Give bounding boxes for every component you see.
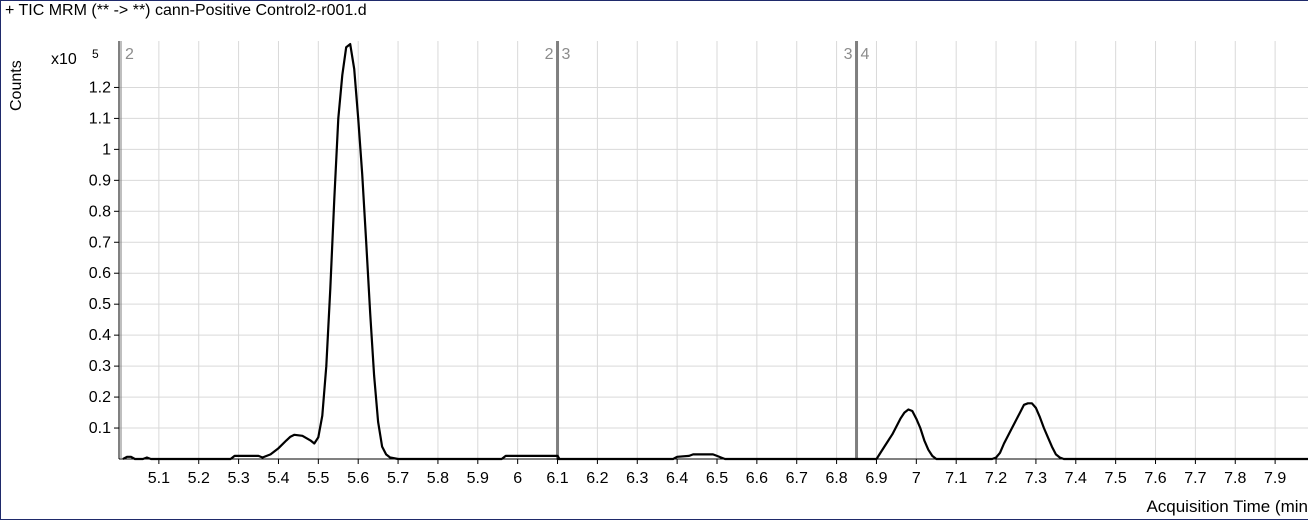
x-tick-label: 7.2: [985, 470, 1007, 487]
y-tick-label: 0.5: [89, 296, 111, 313]
segment-label: 4: [861, 46, 870, 63]
x-tick-label: 5.3: [227, 470, 249, 487]
x-tick-label: 7.8: [1224, 470, 1246, 487]
x-tick-label: 6.8: [825, 470, 847, 487]
y-axis-label: Counts: [8, 60, 25, 111]
y-tick-label: 0.7: [89, 234, 111, 251]
x-tick-label: 7.1: [945, 470, 967, 487]
segment-label: 2: [125, 46, 134, 63]
x-tick-label: 5.6: [347, 470, 369, 487]
segment-label: 3: [844, 46, 853, 63]
x-tick-label: 7: [912, 470, 921, 487]
x-tick-label: 5.9: [467, 470, 489, 487]
tic-series-line: [122, 43, 1308, 461]
x-tick-label: 5.2: [188, 470, 210, 487]
y-tick-label: 1: [102, 141, 111, 158]
x-tick-label: 6.6: [746, 470, 768, 487]
segment-label: 3: [562, 46, 571, 63]
y-tick-label: 0.6: [89, 265, 111, 282]
segment-label: 2: [545, 46, 554, 63]
x-tick-label: 5.7: [387, 470, 409, 487]
y-tick-label: 0.3: [89, 358, 111, 375]
y-tick-label: 0.2: [89, 389, 111, 406]
x-tick-label: 6.9: [865, 470, 887, 487]
x-tick-label: 6.2: [586, 470, 608, 487]
y-tick-label: 0.9: [89, 172, 111, 189]
x-tick-label: 7.3: [1025, 470, 1047, 487]
y-multiplier-label: x10: [51, 51, 77, 68]
x-tick-label: 7.7: [1184, 470, 1206, 487]
x-tick-label: 5.5: [307, 470, 329, 487]
y-tick-label: 0.4: [89, 327, 111, 344]
x-tick-label: 6.5: [706, 470, 728, 487]
y-tick-label: 1.2: [89, 79, 111, 96]
chart-title: + TIC MRM (** -> **) cann-Positive Contr…: [5, 2, 367, 19]
y-exponent-label: 5: [92, 47, 99, 61]
x-tick-label: 6.3: [626, 470, 648, 487]
x-tick-label: 6.4: [666, 470, 688, 487]
x-tick-label: 6: [513, 470, 522, 487]
x-tick-label: 5.1: [148, 470, 170, 487]
x-tick-label: 5.4: [267, 470, 289, 487]
x-tick-label: 6.7: [786, 470, 808, 487]
y-tick-label: 1.1: [89, 110, 111, 127]
x-tick-label: 7.5: [1105, 470, 1127, 487]
x-axis-label: Acquisition Time (min: [1146, 497, 1308, 516]
x-tick-label: 7.4: [1065, 470, 1087, 487]
y-tick-label: 0.8: [89, 203, 111, 220]
y-tick-label: 0.1: [89, 420, 111, 437]
x-tick-label: 7.6: [1144, 470, 1166, 487]
x-tick-label: 6.1: [546, 470, 568, 487]
x-tick-label: 7.9: [1264, 470, 1286, 487]
x-tick-label: 5.8: [427, 470, 449, 487]
